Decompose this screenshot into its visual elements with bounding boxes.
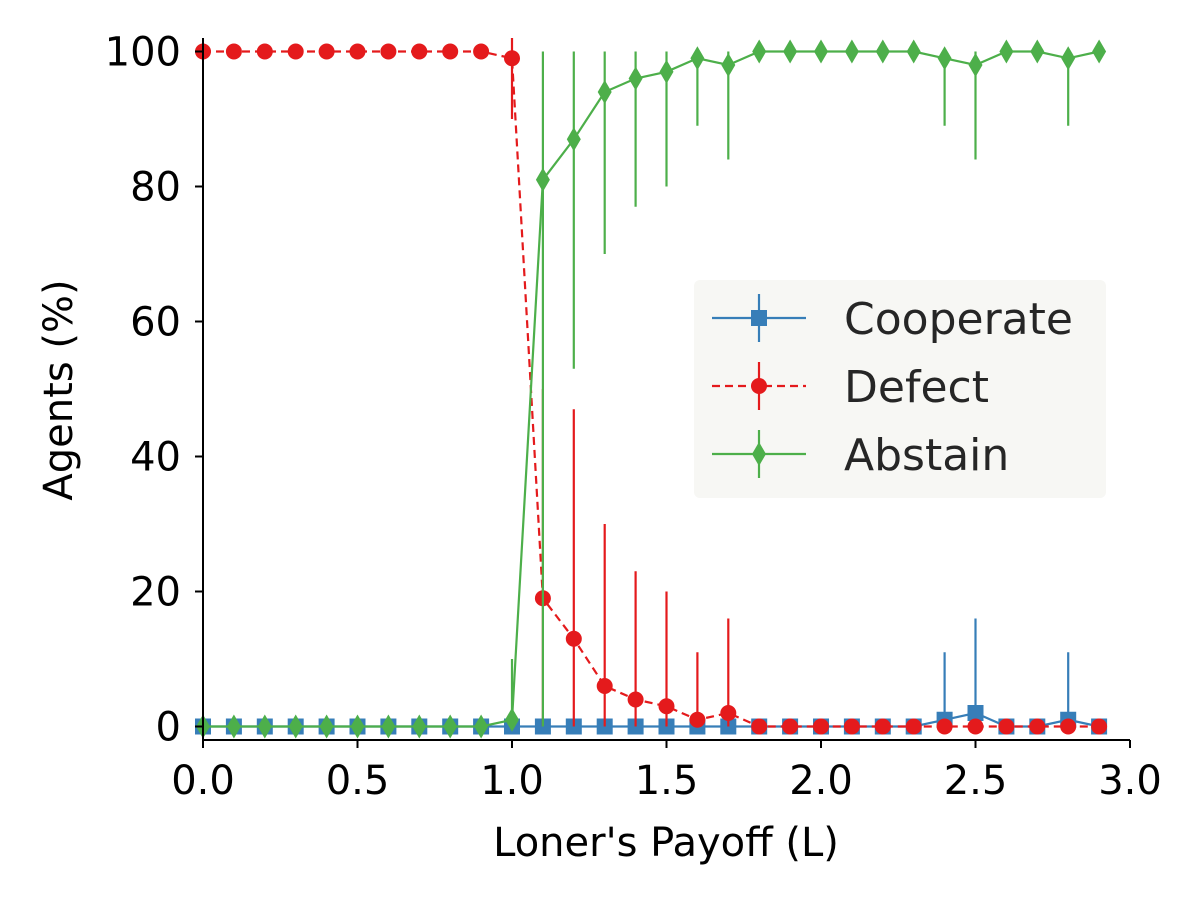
abstain-point [535,167,550,192]
abstain-point [288,714,303,739]
abstain-point [1092,39,1107,64]
x-axis-label: Loner's Payoff (L) [493,820,839,866]
abstain-point [968,53,983,77]
defect-point [967,718,984,735]
abstain-point [628,66,643,91]
series-defect [195,38,1108,735]
cooperate-line [203,711,1100,728]
defect-point [504,50,520,67]
defect-point [473,43,490,60]
defect-point [843,718,860,735]
defect-point [627,691,644,708]
series-cooperate [195,618,1108,735]
defect-point [813,718,829,735]
x-tick-label: 0.5 [326,758,390,804]
axes: 0.0 0.5 1.0 1.5 2.0 2.5 3.0 0 20 40 60 80 100 Loner… [36,30,1162,867]
defect-point [411,43,428,60]
y-axis-label: Agents (%) [36,279,82,500]
legend: Cooperate Defect Abstain [694,280,1106,498]
defect-point [256,43,273,60]
abstain-point [350,714,365,739]
x-tick-label: 1.5 [635,758,699,804]
abstain-point [226,714,241,739]
defect-point [442,43,459,60]
abstain-point [814,39,828,64]
abstain-point [1030,39,1045,64]
defect-point [596,678,613,694]
abstain-point [690,46,705,71]
y-tick-label: 0 [156,705,181,751]
x-ticks: 0.0 0.5 1.0 1.5 2.0 2.5 3.0 [171,740,1162,804]
abstain-point [937,46,952,71]
defect-point [936,718,953,735]
defect-point [380,43,397,60]
legend-box [694,280,1106,498]
abstain-point [474,714,489,739]
abstain-point [412,714,427,739]
defect-point [782,718,799,735]
y-tick-label: 60 [130,300,181,346]
abstain-point [999,39,1014,64]
abstain-point [721,53,736,77]
abstain-point [875,39,890,64]
defect-point [349,43,366,60]
legend-label-cooperate: Cooperate [844,294,1073,345]
abstain-point [659,59,674,84]
defect-point [905,718,922,735]
abstain-point [381,714,396,739]
x-tick-label: 0.0 [171,758,235,804]
plot-area [195,38,1108,739]
abstain-point [1061,46,1076,71]
x-tick-label: 2.0 [789,758,853,804]
abstain-point [844,39,859,64]
abstain-point [752,39,767,64]
defect-point [225,43,242,60]
abstain-point [906,39,921,64]
y-tick-label: 20 [130,570,181,616]
y-tick-label: 40 [130,435,181,481]
defect-point [751,718,768,735]
defect-point [1029,718,1046,735]
abstain-point [319,714,334,739]
defect-point [1060,718,1077,735]
legend-marker-abstain [752,442,766,466]
abstain-point [257,714,272,739]
defect-point [874,718,891,735]
defect-point [658,698,675,715]
abstain-point [566,127,581,152]
defect-point [565,630,582,647]
x-tick-label: 3.0 [1098,758,1162,804]
legend-label-abstain: Abstain [844,430,1009,481]
y-tick-label: 80 [130,165,181,211]
x-tick-label: 1.0 [480,758,544,804]
y-ticks: 0 20 40 60 80 100 [105,30,203,751]
cooperate-point [967,705,984,721]
abstain-point [783,39,798,64]
defect-point [998,718,1015,735]
series-abstain [196,39,1107,739]
defect-point [318,43,335,60]
legend-marker-cooperate [751,310,767,326]
abstain-point [443,714,458,739]
abstain-point [597,80,612,104]
legend-marker-defect [751,378,767,394]
defect-point [1091,718,1108,735]
abstain-point [505,707,519,732]
x-tick-label: 2.5 [944,758,1008,804]
defect-point [720,705,737,721]
y-tick-label: 100 [105,30,181,76]
defect-point [689,711,706,728]
defect-point [287,43,304,60]
legend-label-defect: Defect [844,362,989,413]
